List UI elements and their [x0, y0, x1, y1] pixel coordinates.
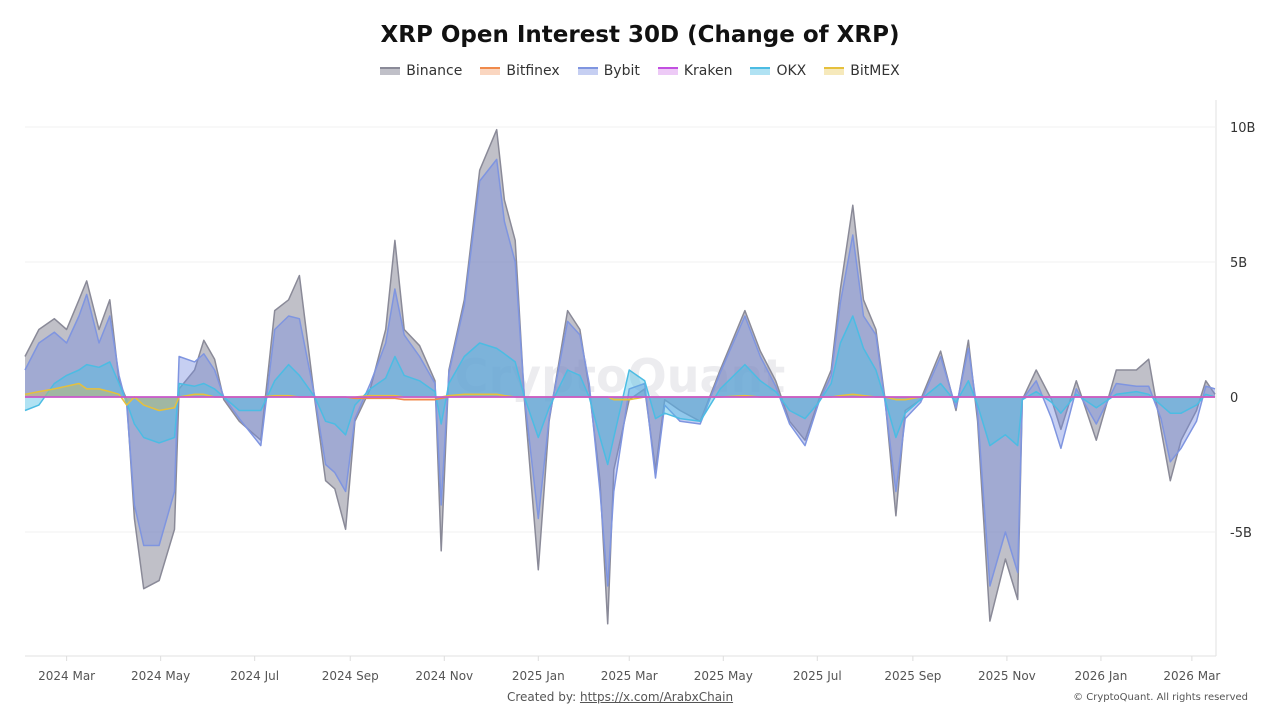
legend: Binance Bitfinex Bybit Kraken OKX BitMEX	[0, 63, 1280, 79]
legend-item-okx[interactable]: OKX	[750, 63, 806, 79]
legend-item-kraken[interactable]: Kraken	[657, 63, 733, 79]
x-tick-label: 2024 Jul	[230, 669, 279, 683]
legend-label: Binance	[406, 63, 463, 79]
x-tick-label: 2025 Jul	[793, 669, 842, 683]
series-line-bybit	[24, 158, 1216, 587]
x-tick-label: 2025 Nov	[978, 669, 1036, 683]
y-tick-label: 10B	[1230, 121, 1255, 136]
legend-item-bitfinex[interactable]: Bitfinex	[480, 63, 560, 79]
x-tick-label: 2025 Mar	[601, 669, 658, 683]
legend-label: Bitfinex	[506, 63, 560, 79]
legend-item-binance[interactable]: Binance	[380, 63, 462, 79]
legend-label: BitMEX	[850, 63, 900, 79]
created-by-link[interactable]: https://x.com/ArabxChain	[579, 690, 734, 704]
series-area-bybit	[25, 159, 1215, 586]
legend-label: Bybit	[603, 63, 640, 79]
x-tick-label: 2026 Jan	[1075, 669, 1128, 683]
legend-label: Kraken	[683, 63, 733, 79]
created-by-label: Created by:	[506, 690, 577, 704]
legend-swatch	[380, 67, 401, 75]
x-tick-label: 2025 Sep	[884, 669, 941, 683]
copyright-notice: © CryptoQuant. All rights reserved	[1073, 692, 1248, 703]
legend-swatch	[824, 67, 845, 75]
x-tick-label: 2025 May	[694, 669, 753, 683]
y-tick-label: 5B	[1230, 256, 1247, 271]
x-tick-label: 2024 Mar	[38, 669, 95, 683]
legend-label: OKX	[776, 63, 807, 79]
legend-swatch	[577, 67, 598, 75]
x-tick-label: 2025 Jan	[512, 669, 565, 683]
y-tick-label: -5B	[1230, 526, 1252, 541]
legend-swatch	[750, 67, 771, 75]
legend-item-bitmex[interactable]: BitMEX	[824, 63, 900, 79]
x-tick-label: 2024 May	[131, 669, 190, 683]
y-tick-label: 0	[1230, 391, 1238, 406]
footer-credit: Created by: https://x.com/ArabxChain	[0, 690, 1240, 704]
legend-item-bybit[interactable]: Bybit	[577, 63, 640, 79]
legend-swatch	[480, 67, 501, 75]
chart-title: XRP Open Interest 30D (Change of XRP)	[380, 22, 900, 48]
series-area-binance	[25, 129, 1215, 624]
legend-swatch	[657, 67, 678, 75]
x-tick-label: 2026 Mar	[1163, 669, 1220, 683]
x-tick-label: 2024 Nov	[415, 669, 473, 683]
x-tick-label: 2024 Sep	[322, 669, 379, 683]
